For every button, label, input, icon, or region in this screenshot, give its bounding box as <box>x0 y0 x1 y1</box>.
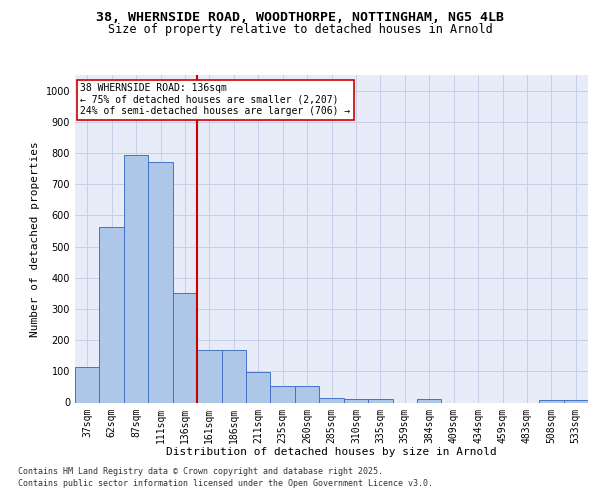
Bar <box>344 399 368 402</box>
Bar <box>417 400 442 402</box>
Text: Contains public sector information licensed under the Open Government Licence v3: Contains public sector information licen… <box>18 479 433 488</box>
Text: 38 WHERNSIDE ROAD: 136sqm
← 75% of detached houses are smaller (2,207)
24% of se: 38 WHERNSIDE ROAD: 136sqm ← 75% of detac… <box>80 83 350 116</box>
Bar <box>295 386 319 402</box>
Bar <box>148 162 173 402</box>
Bar <box>368 399 392 402</box>
Bar <box>100 227 124 402</box>
Text: Size of property relative to detached houses in Arnold: Size of property relative to detached ho… <box>107 22 493 36</box>
Bar <box>563 400 588 402</box>
Bar <box>197 350 221 403</box>
Bar <box>75 368 100 402</box>
X-axis label: Distribution of detached houses by size in Arnold: Distribution of detached houses by size … <box>166 447 497 457</box>
Text: 38, WHERNSIDE ROAD, WOODTHORPE, NOTTINGHAM, NG5 4LB: 38, WHERNSIDE ROAD, WOODTHORPE, NOTTINGH… <box>96 11 504 24</box>
Bar <box>539 400 563 402</box>
Bar <box>221 350 246 403</box>
Bar <box>124 155 148 402</box>
Bar <box>173 294 197 403</box>
Y-axis label: Number of detached properties: Number of detached properties <box>30 141 40 336</box>
Bar <box>246 372 271 402</box>
Text: Contains HM Land Registry data © Crown copyright and database right 2025.: Contains HM Land Registry data © Crown c… <box>18 468 383 476</box>
Bar <box>271 386 295 402</box>
Bar <box>319 398 344 402</box>
